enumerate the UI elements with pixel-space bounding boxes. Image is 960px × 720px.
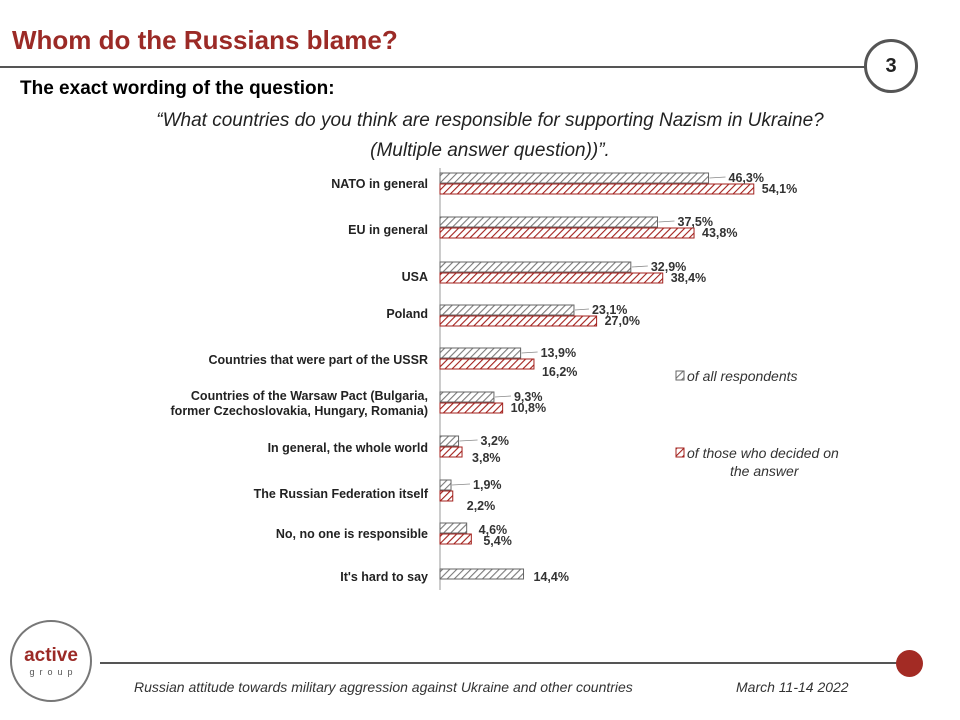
- active-group-logo: active group: [10, 620, 92, 702]
- legend-label-all: of all respondents: [687, 368, 798, 384]
- data-value-label: 14,4%: [534, 570, 569, 584]
- bar-decided-respondents: [439, 227, 695, 239]
- bar-all-respondents: [439, 391, 495, 403]
- data-value-label: 46,3%: [729, 171, 764, 185]
- bar-decided-respondents: [439, 533, 472, 545]
- category-label: NATO in general: [331, 177, 428, 191]
- bar-all-respondents: [439, 568, 525, 580]
- data-value-label: 54,1%: [762, 182, 797, 196]
- footer-divider: [100, 662, 900, 664]
- category-label: USA: [402, 270, 428, 284]
- data-value-label: 13,9%: [541, 346, 576, 360]
- data-value-label: 23,1%: [592, 303, 627, 317]
- legend-item-decided: of those who decided on the answer: [675, 445, 839, 479]
- bar-all-respondents: [439, 304, 575, 316]
- legend-label-decided: of those who decided on the answer: [687, 445, 839, 479]
- page-number: 3: [864, 39, 918, 93]
- bar-decided-respondents: [439, 183, 755, 195]
- bar-all-respondents: [439, 522, 468, 534]
- category-label: No, no one is responsible: [276, 527, 428, 541]
- data-value-label: 43,8%: [702, 226, 737, 240]
- value-leader-line: [459, 439, 478, 442]
- category-label: Countries that were part of the USSR: [209, 353, 428, 367]
- category-label: Poland: [386, 307, 428, 321]
- data-value-label: 27,0%: [605, 314, 640, 328]
- value-leader-line: [574, 308, 590, 311]
- data-value-label: 37,5%: [678, 215, 713, 229]
- data-value-label: 9,3%: [514, 390, 543, 404]
- footer-date: March 11-14 2022: [736, 679, 849, 695]
- data-value-label: 16,2%: [542, 365, 577, 379]
- legend-item-all: of all respondents: [675, 368, 798, 384]
- category-label: In general, the whole world: [268, 441, 428, 455]
- data-value-label: 1,9%: [473, 478, 502, 492]
- value-leader-line: [451, 483, 471, 486]
- category-label: Countries of the Warsaw Pact (Bulgaria, f…: [171, 389, 428, 418]
- data-value-label: 5,4%: [483, 534, 512, 548]
- bar-all-respondents: [439, 435, 460, 447]
- page-title: Whom do the Russians blame?: [12, 25, 398, 55]
- footer-text: Russian attitude towards military aggres…: [134, 679, 633, 695]
- bar-all-respondents: [439, 261, 632, 273]
- bar-decided-respondents: [439, 272, 664, 284]
- question-line-1: “What countries do you think are respons…: [156, 110, 824, 131]
- data-value-label: 4,6%: [479, 523, 508, 537]
- bar-decided-respondents: [439, 446, 463, 458]
- data-value-label: 10,8%: [511, 401, 546, 415]
- bar-decided-respondents: [439, 358, 535, 370]
- category-label: It's hard to say: [340, 570, 428, 584]
- question-heading: The exact wording of the question:: [20, 78, 335, 99]
- bar-all-respondents: [439, 479, 452, 491]
- legend-swatch-all: [675, 370, 685, 381]
- logo-text: active: [24, 645, 78, 666]
- data-value-label: 3,2%: [481, 434, 510, 448]
- category-label: The Russian Federation itself: [254, 487, 429, 501]
- bar-decided-respondents: [439, 402, 504, 414]
- bar-all-respondents: [439, 347, 522, 359]
- header-divider: [0, 66, 868, 68]
- value-leader-line: [521, 351, 538, 354]
- data-value-label: 32,9%: [651, 260, 686, 274]
- footer-dot-icon: [896, 650, 923, 677]
- bar-decided-respondents: [439, 490, 454, 502]
- data-value-label: 2,2%: [467, 499, 496, 513]
- question-line-2: (Multiple answer question))”.: [370, 140, 610, 161]
- legend-swatch-decided: [675, 447, 685, 458]
- question-text: “What countries do you think are respons…: [110, 106, 870, 166]
- value-leader-line: [709, 176, 726, 179]
- data-value-label: 38,4%: [671, 271, 706, 285]
- value-leader-line: [631, 265, 648, 268]
- bar-all-respondents: [439, 216, 658, 228]
- bar-all-respondents: [439, 172, 710, 184]
- bar-decided-respondents: [439, 315, 598, 327]
- logo-subtext: group: [29, 667, 78, 677]
- category-label: EU in general: [348, 223, 428, 237]
- data-value-label: 3,8%: [472, 451, 501, 465]
- value-leader-line: [658, 220, 675, 223]
- value-leader-line: [494, 395, 511, 398]
